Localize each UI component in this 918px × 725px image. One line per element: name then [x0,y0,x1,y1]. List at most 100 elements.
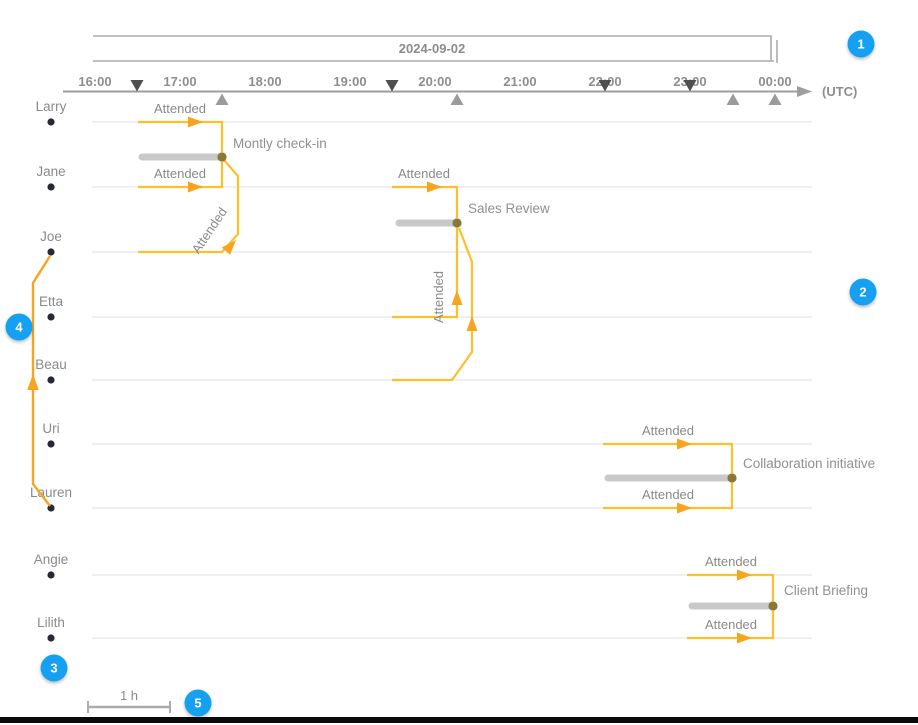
attend-arrow-icon [188,116,203,128]
person-dot-icon [47,634,55,642]
attend-arrow-icon [466,316,478,331]
badge-circle[interactable] [184,689,212,717]
event-title: Client Briefing [784,583,868,598]
attend-edge-lauren [603,483,734,510]
person-dot-icon [47,440,55,448]
attended-label: Attended [705,617,757,632]
event-collaboration-initiative: Attended Attended Collaboration initiati… [603,423,875,514]
relation-arrow-icon [27,374,39,390]
badge-number: 5 [194,696,201,711]
attend-edge-larry [138,120,224,152]
person-label: Lilith [37,615,65,630]
event-start-marker-icon [130,80,144,92]
badge-4[interactable]: 4 [5,313,33,341]
attend-arrow-icon [737,632,752,644]
badge-number: 2 [859,285,866,300]
attend-edge-etta [392,228,459,319]
badge-number: 4 [15,320,23,335]
date-band-border [93,35,772,61]
badge-circle[interactable] [5,313,33,341]
event-sales-review: Attended Attended Sales Review [392,166,550,382]
attend-edge-beau [392,227,474,382]
attended-label: Attended [398,166,450,181]
annotation-badges: 1 2 3 4 5 [5,30,877,717]
badge-circle[interactable] [849,278,877,306]
event-start-marker-icon [385,80,399,92]
attended-label: Attended [154,166,206,181]
hour-tick-label: 16:00 [78,74,111,89]
time-axis-arrow-icon [797,86,812,97]
event-dot [217,152,227,162]
event-title: Collaboration initiative [743,456,875,471]
badge-number: 1 [857,37,864,52]
relation-edge-lauren-to-joe [27,255,52,507]
badge-number: 3 [50,661,57,676]
person-dot-icon [47,376,55,384]
attend-edge-angie [687,573,775,601]
attend-arrow-icon [451,290,463,305]
attend-arrow-icon [677,438,692,450]
attend-edge-jane [138,162,224,189]
attend-arrow-icon [221,240,236,255]
badge-2[interactable]: 2 [849,278,877,306]
scale-label: 1 h [120,688,138,703]
utc-label: (UTC) [822,84,857,99]
event-dot [768,601,778,611]
hour-tick-label: 17:00 [163,74,196,89]
person-dot-icon [47,313,55,321]
attend-arrow-icon [427,181,442,193]
person-dot-icon [47,571,55,579]
badge-3[interactable]: 3 [40,654,68,682]
attend-edge-uri [603,442,734,473]
event-end-marker-icon [768,93,782,105]
person-label: Jane [36,164,65,179]
attend-edge-jane [392,185,459,218]
event-end-marker-icon [215,93,229,105]
attend-arrow-icon [188,181,203,193]
hour-tick-label: 21:00 [503,74,536,89]
event-title: Sales Review [468,201,550,216]
person-dot-icon [47,248,55,256]
attended-label: Attended [705,554,757,569]
person-label: Uri [42,421,59,436]
people-axis: Larry Jane Joe Etta Beau Uri Lauren Angi… [30,99,72,642]
person-dot-icon [47,183,55,191]
event-dot [452,218,462,228]
attended-label-rotated: Attended [431,271,446,323]
attended-label: Attended [642,487,694,502]
attend-edge-lilith [687,611,775,640]
time-axis: 16:00 17:00 18:00 19:00 20:00 21:00 22:0… [63,74,857,105]
badge-5[interactable]: 5 [184,689,212,717]
attended-label: Attended [642,423,694,438]
person-label: Larry [36,99,67,114]
person-dot-icon [47,118,55,126]
attend-edge-joe [138,158,240,254]
person-label: Etta [39,294,64,309]
event-end-marker-icon [726,93,740,105]
person-label: Beau [35,357,67,372]
person-label: Joe [40,229,62,244]
badge-1[interactable]: 1 [847,30,875,58]
hour-tick-label: 18:00 [248,74,281,89]
date-label: 2024-09-02 [399,41,466,56]
hour-tick-label: 19:00 [333,74,366,89]
person-label: Lauren [30,485,72,500]
bottom-window-edge [0,717,918,723]
attended-label: Attended [154,101,206,116]
person-label: Angie [34,552,69,567]
hour-tick-label: 20:00 [418,74,451,89]
event-start-marker-icon [598,80,612,92]
attend-arrow-icon [737,569,752,581]
hour-tick-label: 00:00 [758,74,791,89]
event-start-marker-icon [683,80,697,92]
badge-circle[interactable] [847,30,875,58]
event-end-marker-icon [450,93,464,105]
badge-circle[interactable] [40,654,68,682]
event-client-briefing: Attended Attended Client Briefing [687,554,868,644]
scale-bar: 1 h [87,688,171,713]
event-title: Montly check-in [233,136,327,151]
event-montly-check-in: Attended Attended Attended Montly check-… [138,101,327,256]
date-band: 2024-09-02 [93,35,778,63]
attend-arrow-icon [677,502,692,514]
